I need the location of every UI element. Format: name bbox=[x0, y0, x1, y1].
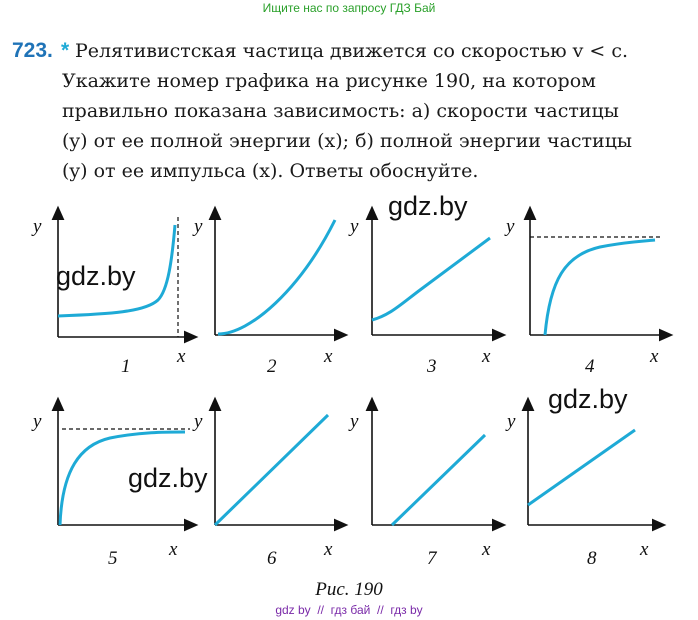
watermark: gdz.by bbox=[548, 384, 628, 414]
x-label: x bbox=[481, 346, 491, 367]
y-label: y bbox=[31, 216, 42, 237]
problem-line: Укажите номер графика на рисунке 190, на… bbox=[62, 70, 596, 92]
y-label: y bbox=[505, 411, 516, 432]
y-label: y bbox=[192, 411, 203, 432]
x-label: x bbox=[323, 346, 333, 367]
problem-line: правильно показана зависимость: а) скоро… bbox=[62, 100, 619, 122]
problem-line: Релятивистская частица движется со скоро… bbox=[75, 40, 628, 62]
y-label: y bbox=[504, 216, 515, 237]
x-label: x bbox=[639, 539, 649, 560]
graph-number: 4 bbox=[585, 356, 595, 377]
header: Ищите нас по запросу ГДЗ Бай bbox=[263, 1, 436, 15]
y-label: y bbox=[31, 411, 42, 432]
x-label: x bbox=[323, 539, 333, 560]
problem-mark: * bbox=[61, 39, 70, 62]
graph-number: 2 bbox=[267, 356, 277, 377]
watermark: gdz.by bbox=[128, 463, 208, 493]
x-label: x bbox=[168, 539, 178, 560]
x-label: x bbox=[649, 346, 659, 367]
y-label: y bbox=[192, 216, 203, 237]
graph: y x 4 bbox=[504, 205, 674, 377]
x-label: x bbox=[176, 346, 186, 367]
graph-number: 5 bbox=[108, 548, 118, 569]
figure-caption: Рис. 190 bbox=[314, 579, 383, 600]
y-label: y bbox=[348, 411, 359, 432]
x-label: x bbox=[481, 539, 491, 560]
problem-line: (y) от ее импульса (x). Ответы обоснуйте… bbox=[62, 160, 478, 182]
graph-number: 8 bbox=[587, 548, 597, 569]
graph-number: 1 bbox=[121, 356, 131, 377]
graph: y x 3 bbox=[348, 205, 507, 377]
watermark: gdz.by bbox=[388, 191, 468, 221]
graph-number: 7 bbox=[427, 548, 438, 569]
graph: y x 5 bbox=[31, 396, 199, 569]
footer: gdz by // гдз бай // гдз by bbox=[275, 603, 422, 617]
graph: y x 2 bbox=[192, 205, 349, 377]
watermark: gdz.by bbox=[56, 261, 136, 291]
graph-number: 6 bbox=[267, 548, 277, 569]
graph: y x 1 bbox=[31, 205, 199, 377]
graph-number: 3 bbox=[426, 356, 437, 377]
graph: y x 8 bbox=[505, 396, 667, 569]
graph: y x 6 bbox=[192, 396, 349, 569]
y-label: y bbox=[348, 216, 359, 237]
problem-line: (y) от ее полной энергии (x); б) полной … bbox=[62, 130, 632, 152]
graph: y x 7 bbox=[348, 396, 507, 569]
problem-number: 723. bbox=[12, 39, 53, 62]
